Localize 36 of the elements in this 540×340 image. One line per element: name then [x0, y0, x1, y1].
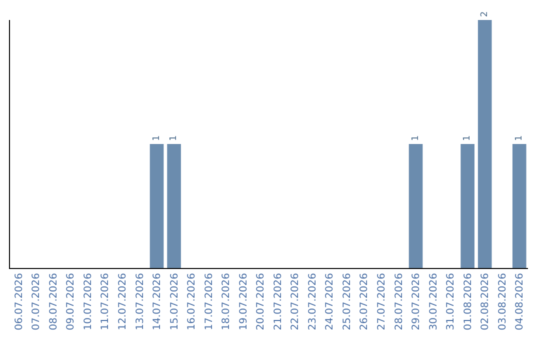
- x-tick-label: 11.07.2026: [100, 273, 112, 330]
- data-label: 1: [462, 135, 473, 141]
- x-tick-label: 08.07.2026: [48, 273, 60, 330]
- data-label: 2: [480, 11, 490, 17]
- x-tick-label: 24.07.2026: [324, 273, 336, 330]
- x-tick-label: 06.07.2026: [14, 273, 25, 330]
- x-tick-label: 12.07.2026: [117, 273, 128, 330]
- data-label: 1: [152, 135, 162, 141]
- x-tick-label: 04.08.2026: [514, 273, 526, 330]
- x-tick-label: 23.07.2026: [307, 273, 318, 330]
- x-tick-label: 15.07.2026: [169, 273, 180, 330]
- x-tick-label: 01.08.2026: [462, 273, 474, 330]
- data-label: 1: [514, 135, 524, 141]
- x-tick-label: 03.08.2026: [497, 273, 508, 330]
- x-tick-label: 13.07.2026: [134, 273, 146, 330]
- x-tick-label: 02.08.2026: [480, 273, 492, 330]
- x-tick-label: 30.07.2026: [428, 273, 440, 330]
- x-tick-label: 31.07.2026: [446, 273, 457, 330]
- x-tick-label: 17.07.2026: [204, 273, 215, 330]
- x-tick-label: 27.07.2026: [376, 273, 388, 330]
- x-tick-label: 29.07.2026: [411, 273, 422, 330]
- x-tick-label: 14.07.2026: [152, 273, 164, 330]
- x-tick-label: 21.07.2026: [272, 273, 284, 330]
- x-tick-label: 26.07.2026: [359, 273, 370, 330]
- x-tick-label: 16.07.2026: [186, 273, 198, 330]
- data-label: 1: [169, 135, 180, 141]
- x-tick-label: 25.07.2026: [342, 273, 353, 330]
- data-label: 1: [410, 135, 421, 141]
- x-tick-label: 07.07.2026: [31, 273, 42, 330]
- x-tick-label: 09.07.2026: [66, 273, 77, 330]
- x-tick-label: 19.07.2026: [238, 273, 250, 330]
- x-tick-label: 20.07.2026: [256, 273, 267, 330]
- x-tick-label: 18.07.2026: [221, 273, 232, 330]
- x-tick-label: 28.07.2026: [394, 273, 405, 330]
- x-tick-label: 10.07.2026: [82, 273, 94, 330]
- x-tick-label: 22.07.2026: [290, 273, 302, 330]
